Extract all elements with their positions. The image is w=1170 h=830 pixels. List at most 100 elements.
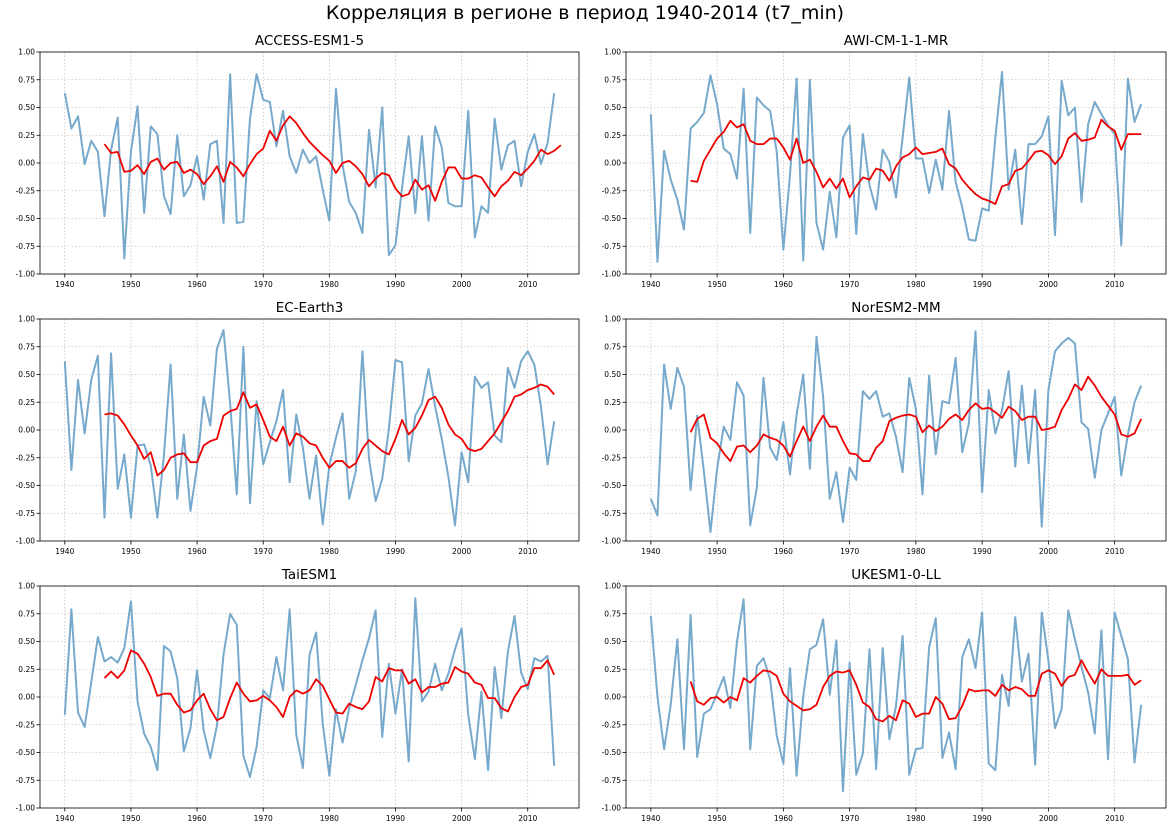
y-tick-label: -0.25 — [16, 720, 36, 729]
y-tick-label: 0.50 — [18, 103, 35, 112]
y-tick-label: 0.50 — [18, 637, 35, 646]
series-line-smoothed — [103, 115, 562, 202]
y-tick-label: 0.00 — [604, 159, 621, 168]
x-tick-label: 1990 — [386, 547, 405, 556]
y-tick-label: 0.75 — [18, 75, 35, 84]
y-tick-label: -0.75 — [16, 776, 36, 785]
x-tick-label: 1970 — [254, 814, 273, 823]
y-tick-label: -0.50 — [602, 748, 622, 757]
y-tick-label: -0.75 — [16, 242, 36, 251]
series-line-smoothed — [689, 375, 1142, 462]
y-tick-label: 0.75 — [604, 75, 621, 84]
x-tick-label: 1980 — [906, 280, 925, 289]
y-tick-label: -0.75 — [602, 776, 622, 785]
subplot-2: 1940 1950 1960 1970 1980 1990 2000 2010 -1.00 -0.… — [602, 33, 1167, 289]
y-tick-label: -0.75 — [602, 509, 622, 518]
y-tick-label: -0.50 — [602, 481, 622, 490]
x-tick-label: 1990 — [973, 280, 992, 289]
y-tick-label: 1.00 — [18, 48, 35, 57]
x-tick-label: 1980 — [320, 280, 339, 289]
y-tick-label: -0.50 — [16, 214, 36, 223]
subplot-title: UKESM1-0-LL — [851, 567, 941, 583]
x-tick-label: 1960 — [774, 814, 793, 823]
x-tick-label: 1960 — [188, 280, 207, 289]
y-tick-label: 0.75 — [604, 342, 621, 351]
x-tick-label: 1960 — [774, 280, 793, 289]
y-tick-label: 0.25 — [604, 398, 621, 407]
subplot-title: ACCESS-ESM1-5 — [255, 33, 364, 49]
x-tick-label: 2010 — [518, 814, 537, 823]
series-line-raw — [649, 330, 1143, 534]
y-tick-label: -0.25 — [602, 186, 622, 195]
x-tick-label: 2010 — [1105, 280, 1124, 289]
y-tick-label: -0.25 — [16, 453, 36, 462]
x-tick-label: 2000 — [452, 280, 471, 289]
y-tick-label: -0.75 — [602, 242, 622, 251]
x-tick-label: 1990 — [973, 814, 992, 823]
y-tick-label: 0.00 — [18, 159, 35, 168]
series-line-raw — [63, 73, 556, 260]
y-tick-label: 0.25 — [18, 665, 35, 674]
x-tick-label: 1970 — [840, 280, 859, 289]
y-tick-label: 0.50 — [604, 637, 621, 646]
y-tick-label: 0.00 — [18, 426, 35, 435]
y-tick-label: -1.00 — [602, 804, 622, 813]
y-tick-label: 1.00 — [604, 582, 621, 591]
y-tick-label: -1.00 — [16, 804, 36, 813]
subplot-5: 1940 1950 1960 1970 1980 1990 2000 2010 -1.00 -0.… — [16, 567, 580, 823]
x-tick-label: 1980 — [906, 547, 925, 556]
y-tick-label: 0.00 — [18, 693, 35, 702]
y-tick-label: 0.75 — [18, 609, 35, 618]
subplot-title: NorESM2-MM — [851, 300, 940, 316]
x-tick-label: 1970 — [254, 280, 273, 289]
subplot-6: 1940 1950 1960 1970 1980 1990 2000 2010 -1.00 -0.… — [602, 567, 1167, 823]
series-line-raw — [649, 598, 1143, 793]
y-tick-label: 0.25 — [18, 398, 35, 407]
x-tick-label: 2000 — [452, 814, 471, 823]
y-tick-label: -0.50 — [602, 214, 622, 223]
y-tick-label: -0.25 — [602, 720, 622, 729]
x-tick-label: 1970 — [254, 547, 273, 556]
subplot-title: TaiESM1 — [281, 567, 337, 583]
y-tick-label: 0.50 — [604, 103, 621, 112]
series-line-smoothed — [104, 383, 555, 477]
y-tick-label: 1.00 — [604, 48, 621, 57]
x-tick-label: 2010 — [518, 280, 537, 289]
y-tick-label: -1.00 — [602, 270, 622, 279]
y-tick-label: 0.50 — [604, 370, 621, 379]
subplot-4: 1940 1950 1960 1970 1980 1990 2000 2010 -1.00 -0.… — [602, 300, 1167, 556]
y-tick-label: -0.50 — [16, 481, 36, 490]
series-line-smoothed — [103, 649, 556, 722]
series-line-smoothed — [689, 659, 1142, 723]
x-tick-label: 1940 — [55, 547, 74, 556]
y-tick-label: 0.25 — [604, 665, 621, 674]
y-tick-label: 0.75 — [604, 609, 621, 618]
x-tick-label: 1940 — [641, 814, 660, 823]
x-tick-label: 1950 — [121, 814, 140, 823]
x-tick-label: 1960 — [188, 547, 207, 556]
x-tick-label: 2000 — [1039, 280, 1058, 289]
x-tick-label: 1980 — [320, 814, 339, 823]
x-tick-label: 1950 — [121, 280, 140, 289]
y-tick-label: -0.75 — [16, 509, 36, 518]
x-tick-label: 1970 — [840, 547, 859, 556]
y-tick-label: 0.00 — [604, 426, 621, 435]
series-line-raw — [63, 597, 556, 778]
y-tick-label: 0.25 — [604, 131, 621, 140]
subplot-1: 1940 1950 1960 1970 1980 1990 2000 2010 -1.00 -0.… — [16, 33, 580, 289]
y-tick-label: 1.00 — [18, 315, 35, 324]
figure-title: Корреляция в регионе в период 1940-2014 … — [325, 2, 845, 24]
x-tick-label: 1950 — [708, 814, 727, 823]
y-tick-label: -0.25 — [16, 186, 36, 195]
x-tick-label: 1960 — [188, 814, 207, 823]
y-tick-label: 1.00 — [18, 582, 35, 591]
x-tick-label: 2000 — [1039, 814, 1058, 823]
x-tick-label: 1970 — [840, 814, 859, 823]
x-tick-label: 1990 — [386, 814, 405, 823]
x-tick-label: 1990 — [973, 547, 992, 556]
y-tick-label: 0.50 — [18, 370, 35, 379]
y-tick-label: 0.25 — [18, 131, 35, 140]
y-tick-label: -0.50 — [16, 748, 36, 757]
